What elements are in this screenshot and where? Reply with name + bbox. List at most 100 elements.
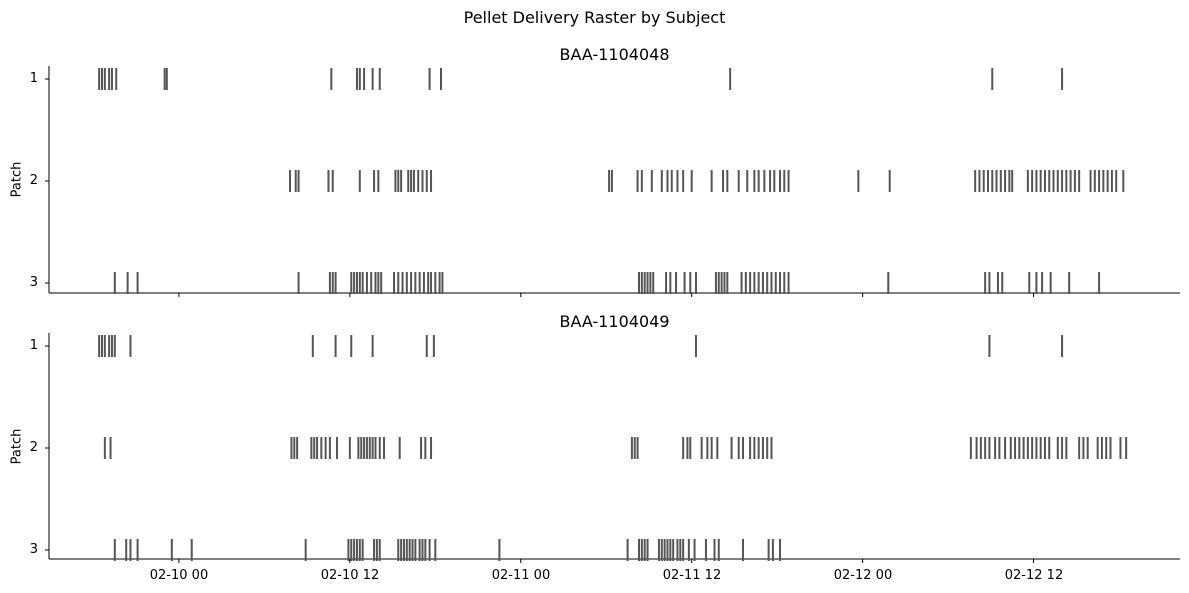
pellet-event-mark [334,272,337,294]
pellet-event-mark [304,539,307,561]
pellet-event-mark [1022,437,1025,459]
pellet-event-mark [432,335,435,357]
pellet-event-mark [1035,170,1038,192]
pellet-event-mark [988,437,991,459]
pellet-event-mark [1049,272,1052,294]
pellet-event-mark [1122,170,1125,192]
pellet-event-mark [1028,272,1031,294]
pellet-event-mark [311,335,314,357]
pellet-event-mark [430,170,433,192]
pellet-event-mark [411,539,414,561]
pellet-event-mark [663,539,666,561]
pellet-event-mark [643,272,646,294]
pellet-event-mark [713,539,716,561]
pellet-event-mark [1119,437,1122,459]
pellet-event-mark [125,539,128,561]
pellet-event-mark [682,539,685,561]
pellet-event-mark [394,170,397,192]
pellet-event-mark [737,437,740,459]
pellet-event-mark [737,170,740,192]
pellet-event-mark [420,437,423,459]
pellet-event-mark [1078,170,1081,192]
pellet-event-mark [1039,170,1042,192]
pellet-event-mark [1100,437,1103,459]
pellet-event-mark [974,170,977,192]
pellet-event-mark [1048,170,1051,192]
pellet-event-mark [377,272,380,294]
pellet-event-mark [633,437,636,459]
pellet-event-mark [170,539,173,561]
pellet-event-mark [1061,437,1064,459]
pellet-event-mark [428,539,431,561]
x-tick-label: 02-10 00 [149,568,209,583]
pellet-event-mark [380,272,383,294]
pellet-event-mark [297,272,300,294]
pellet-event-mark [297,170,300,192]
pellet-event-mark [763,170,766,192]
pellet-event-mark [430,272,433,294]
pellet-event-mark [410,272,413,294]
pellet-event-mark [761,272,764,294]
pellet-event-mark [770,437,773,459]
pellet-event-mark [374,437,377,459]
pellet-event-mark [400,170,403,192]
pellet-event-mark [730,437,733,459]
pellet-event-mark [350,539,353,561]
pellet-event-mark [676,539,679,561]
pellet-event-mark [690,170,693,192]
pellet-event-mark [988,335,991,357]
pellet-event-mark [710,170,713,192]
pellet-event-mark [296,437,299,459]
pellet-event-mark [640,272,643,294]
pellet-event-mark [753,272,756,294]
pellet-event-mark [1011,170,1014,192]
pellet-event-mark [1009,437,1012,459]
pellet-event-mark [766,272,769,294]
pellet-event-mark [408,539,411,561]
pellet-event-mark [761,437,764,459]
pellet-event-mark [749,437,752,459]
pellet-event-mark [640,539,643,561]
pellet-event-mark [358,272,361,294]
pellet-event-mark [430,437,433,459]
pellet-event-mark [136,272,139,294]
pellet-event-mark [757,170,760,192]
pellet-event-mark [1098,272,1101,294]
pellet-event-mark [313,437,316,459]
pellet-event-mark [771,539,774,561]
pellet-event-mark [1106,170,1109,192]
pellet-event-mark [991,68,994,90]
pellet-event-mark [165,68,168,90]
pellet-event-mark [888,170,891,192]
pellet-event-mark [969,437,972,459]
pellet-event-mark [669,539,672,561]
panel-2-patch-1-label: 1 [29,338,38,353]
pellet-event-mark [779,272,782,294]
pellet-event-mark [706,437,709,459]
pellet-event-mark [365,272,368,294]
pellet-event-mark [1078,437,1081,459]
pellet-event-mark [498,539,501,561]
pellet-event-mark [410,170,413,192]
pellet-event-mark [1056,437,1059,459]
pellet-event-mark [115,68,118,90]
pellet-event-mark [401,272,404,294]
pellet-event-mark [109,437,112,459]
pellet-event-mark [984,437,987,459]
panel-1-title: BAA-1104048 [559,45,670,64]
pellet-event-mark [361,272,364,294]
pellet-event-mark [402,539,405,561]
pellet-event-mark [994,437,997,459]
pellet-event-mark [666,170,669,192]
pellet-event-mark [1052,170,1055,192]
pellet-event-mark [320,437,323,459]
pellet-event-mark [355,272,358,294]
pellet-event-mark [716,437,719,459]
panel-2-title: BAA-1104049 [559,312,670,331]
pellet-event-mark [368,437,371,459]
pellet-event-mark [358,539,361,561]
pellet-event-mark [400,539,403,561]
pellet-event-mark [1125,437,1128,459]
pellet-event-mark [679,539,682,561]
pellet-event-mark [336,437,339,459]
